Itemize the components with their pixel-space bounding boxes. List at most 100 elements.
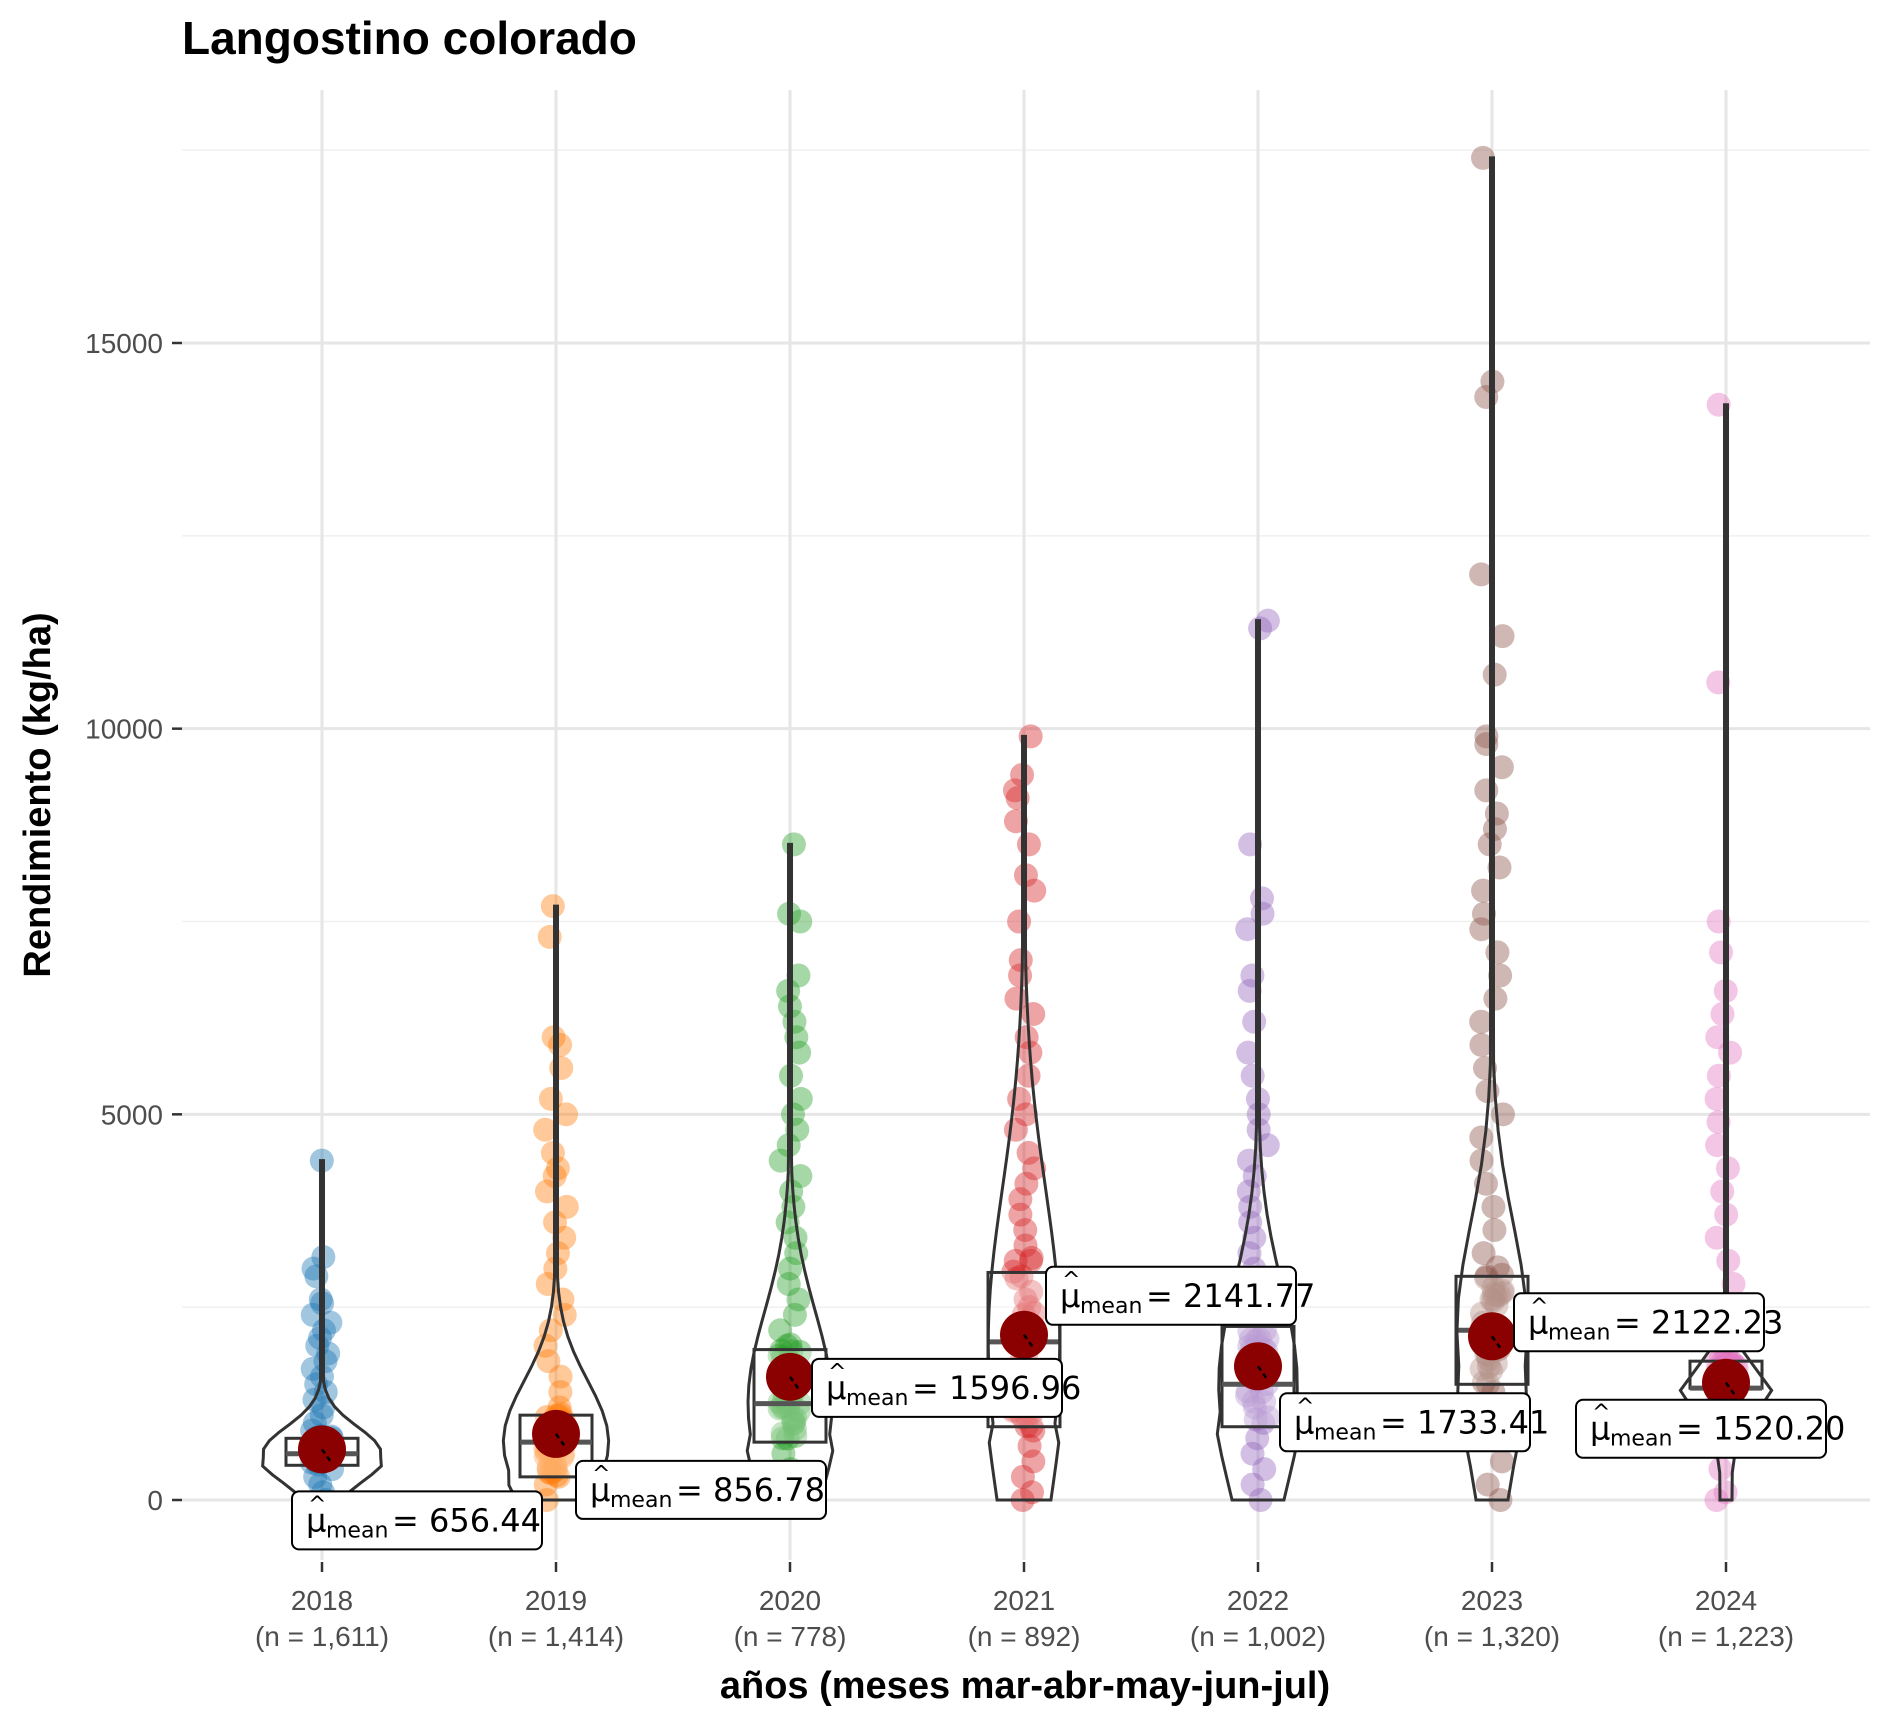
mean-label-value: = 1520.20 — [1676, 1410, 1845, 1448]
data-point — [1252, 1457, 1277, 1482]
data-point — [786, 1287, 811, 1312]
data-point — [1017, 1434, 1042, 1459]
data-point — [309, 1403, 334, 1428]
data-point — [1241, 1389, 1266, 1414]
data-point — [781, 832, 806, 857]
mean-label-value: = 1596.96 — [912, 1369, 1081, 1407]
data-point — [1002, 778, 1027, 803]
data-point — [1007, 909, 1032, 934]
y-tick-label: 15000 — [85, 328, 163, 359]
data-point — [1489, 755, 1514, 780]
mean-leader-line — [554, 1433, 568, 1449]
mean-label-symbol: μ — [1060, 1277, 1080, 1315]
data-point — [1242, 1225, 1267, 1250]
x-tick-label: 2018 — [291, 1585, 353, 1616]
violin — [745, 842, 835, 1502]
data-point — [1489, 1262, 1514, 1287]
data-point — [781, 1410, 806, 1435]
data-point — [1021, 1418, 1046, 1443]
data-point — [1019, 1245, 1044, 1270]
data-point — [1014, 1171, 1039, 1196]
data-point — [1485, 1255, 1510, 1280]
y-axis-title: Rendimiento (kg/ha) — [17, 612, 59, 977]
x-tick-count-label: (n = 1,611) — [255, 1621, 389, 1652]
mean-leader-line — [1022, 1334, 1036, 1350]
y-tick-label: 5000 — [101, 1099, 163, 1130]
data-point — [1245, 1426, 1270, 1451]
data-point — [771, 1441, 796, 1466]
data-point — [1009, 1264, 1034, 1289]
violin — [501, 904, 611, 1502]
data-point — [539, 1461, 564, 1486]
mean-labels: μ^mean = 656.44μ^mean = 856.78μ^mean = 1596… — [291, 1265, 1845, 1551]
data-point — [768, 1148, 793, 1173]
data-point — [1016, 832, 1041, 857]
mean-label-hat: ^ — [1296, 1394, 1314, 1419]
x-tick-count-label: (n = 1,320) — [1424, 1621, 1560, 1652]
data-point — [300, 1356, 325, 1381]
mean-label-hat: ^ — [828, 1360, 846, 1385]
y-tick-label: 0 — [147, 1485, 163, 1516]
mean-label-box — [1279, 1392, 1531, 1453]
data-point — [1013, 1287, 1038, 1312]
data-point — [1474, 1266, 1499, 1291]
mean-label-subscript: mean — [326, 1518, 388, 1543]
mean-label-symbol: μ — [590, 1471, 610, 1509]
x-tick-label: 2020 — [759, 1585, 821, 1616]
data-point — [1475, 1472, 1500, 1497]
x-tick-label: 2023 — [1461, 1585, 1523, 1616]
mean-label-subscript: mean — [1080, 1294, 1142, 1319]
data-point — [1013, 1102, 1038, 1127]
mean-leader-line — [788, 1376, 802, 1392]
data-point — [1018, 1248, 1043, 1273]
x-tick-count-label: (n = 1,002) — [1190, 1621, 1326, 1652]
data-point — [1481, 1275, 1506, 1300]
mean-label-subscript: mean — [1610, 1427, 1672, 1452]
data-point — [782, 1302, 807, 1327]
data-point — [536, 1349, 561, 1374]
data-point — [1020, 1480, 1045, 1505]
data-point — [533, 1117, 558, 1142]
mean-label-subscript: mean — [846, 1386, 908, 1411]
data-point — [1483, 986, 1508, 1011]
data-point — [780, 1406, 805, 1431]
data-point — [1469, 1356, 1494, 1381]
data-point — [1481, 1194, 1506, 1219]
data-point — [1255, 608, 1280, 633]
data-point — [788, 1086, 813, 1111]
data-point — [775, 1426, 800, 1451]
data-point — [1010, 1464, 1035, 1489]
data-point — [768, 1318, 793, 1343]
data-point — [543, 1454, 568, 1479]
mean-leader-line — [1490, 1335, 1504, 1352]
mean-label-value: = 1733.41 — [1380, 1403, 1549, 1441]
data-point — [1470, 145, 1495, 170]
data-point — [1490, 624, 1515, 649]
mean-label-hat: ^ — [1062, 1268, 1080, 1293]
mean-label-hat: ^ — [1530, 1294, 1548, 1319]
x-tick-label: 2019 — [525, 1585, 587, 1616]
data-point — [783, 1417, 808, 1442]
data-point — [787, 1040, 812, 1065]
data-point — [1481, 1288, 1506, 1313]
data-point — [783, 1406, 808, 1431]
data-point — [1471, 1241, 1496, 1266]
data-point — [550, 1287, 575, 1312]
mean-label-value: = 2141.77 — [1146, 1277, 1315, 1315]
data-point — [536, 1455, 561, 1480]
data-point — [1469, 1009, 1494, 1034]
data-point — [1242, 1395, 1267, 1420]
mean-label-box — [575, 1459, 827, 1520]
mean-leader-line — [320, 1448, 334, 1465]
data-point — [1484, 1283, 1509, 1308]
data-point — [1704, 1488, 1729, 1512]
data-point — [548, 1364, 573, 1389]
mean-leader-line — [1256, 1365, 1270, 1382]
data-point — [1003, 1117, 1028, 1142]
mean-label-hat: ^ — [1592, 1401, 1610, 1426]
data-point — [1019, 1279, 1044, 1304]
mean-label-value: = 656.44 — [392, 1501, 541, 1539]
data-point — [1489, 1449, 1514, 1474]
data-point — [554, 1102, 579, 1127]
